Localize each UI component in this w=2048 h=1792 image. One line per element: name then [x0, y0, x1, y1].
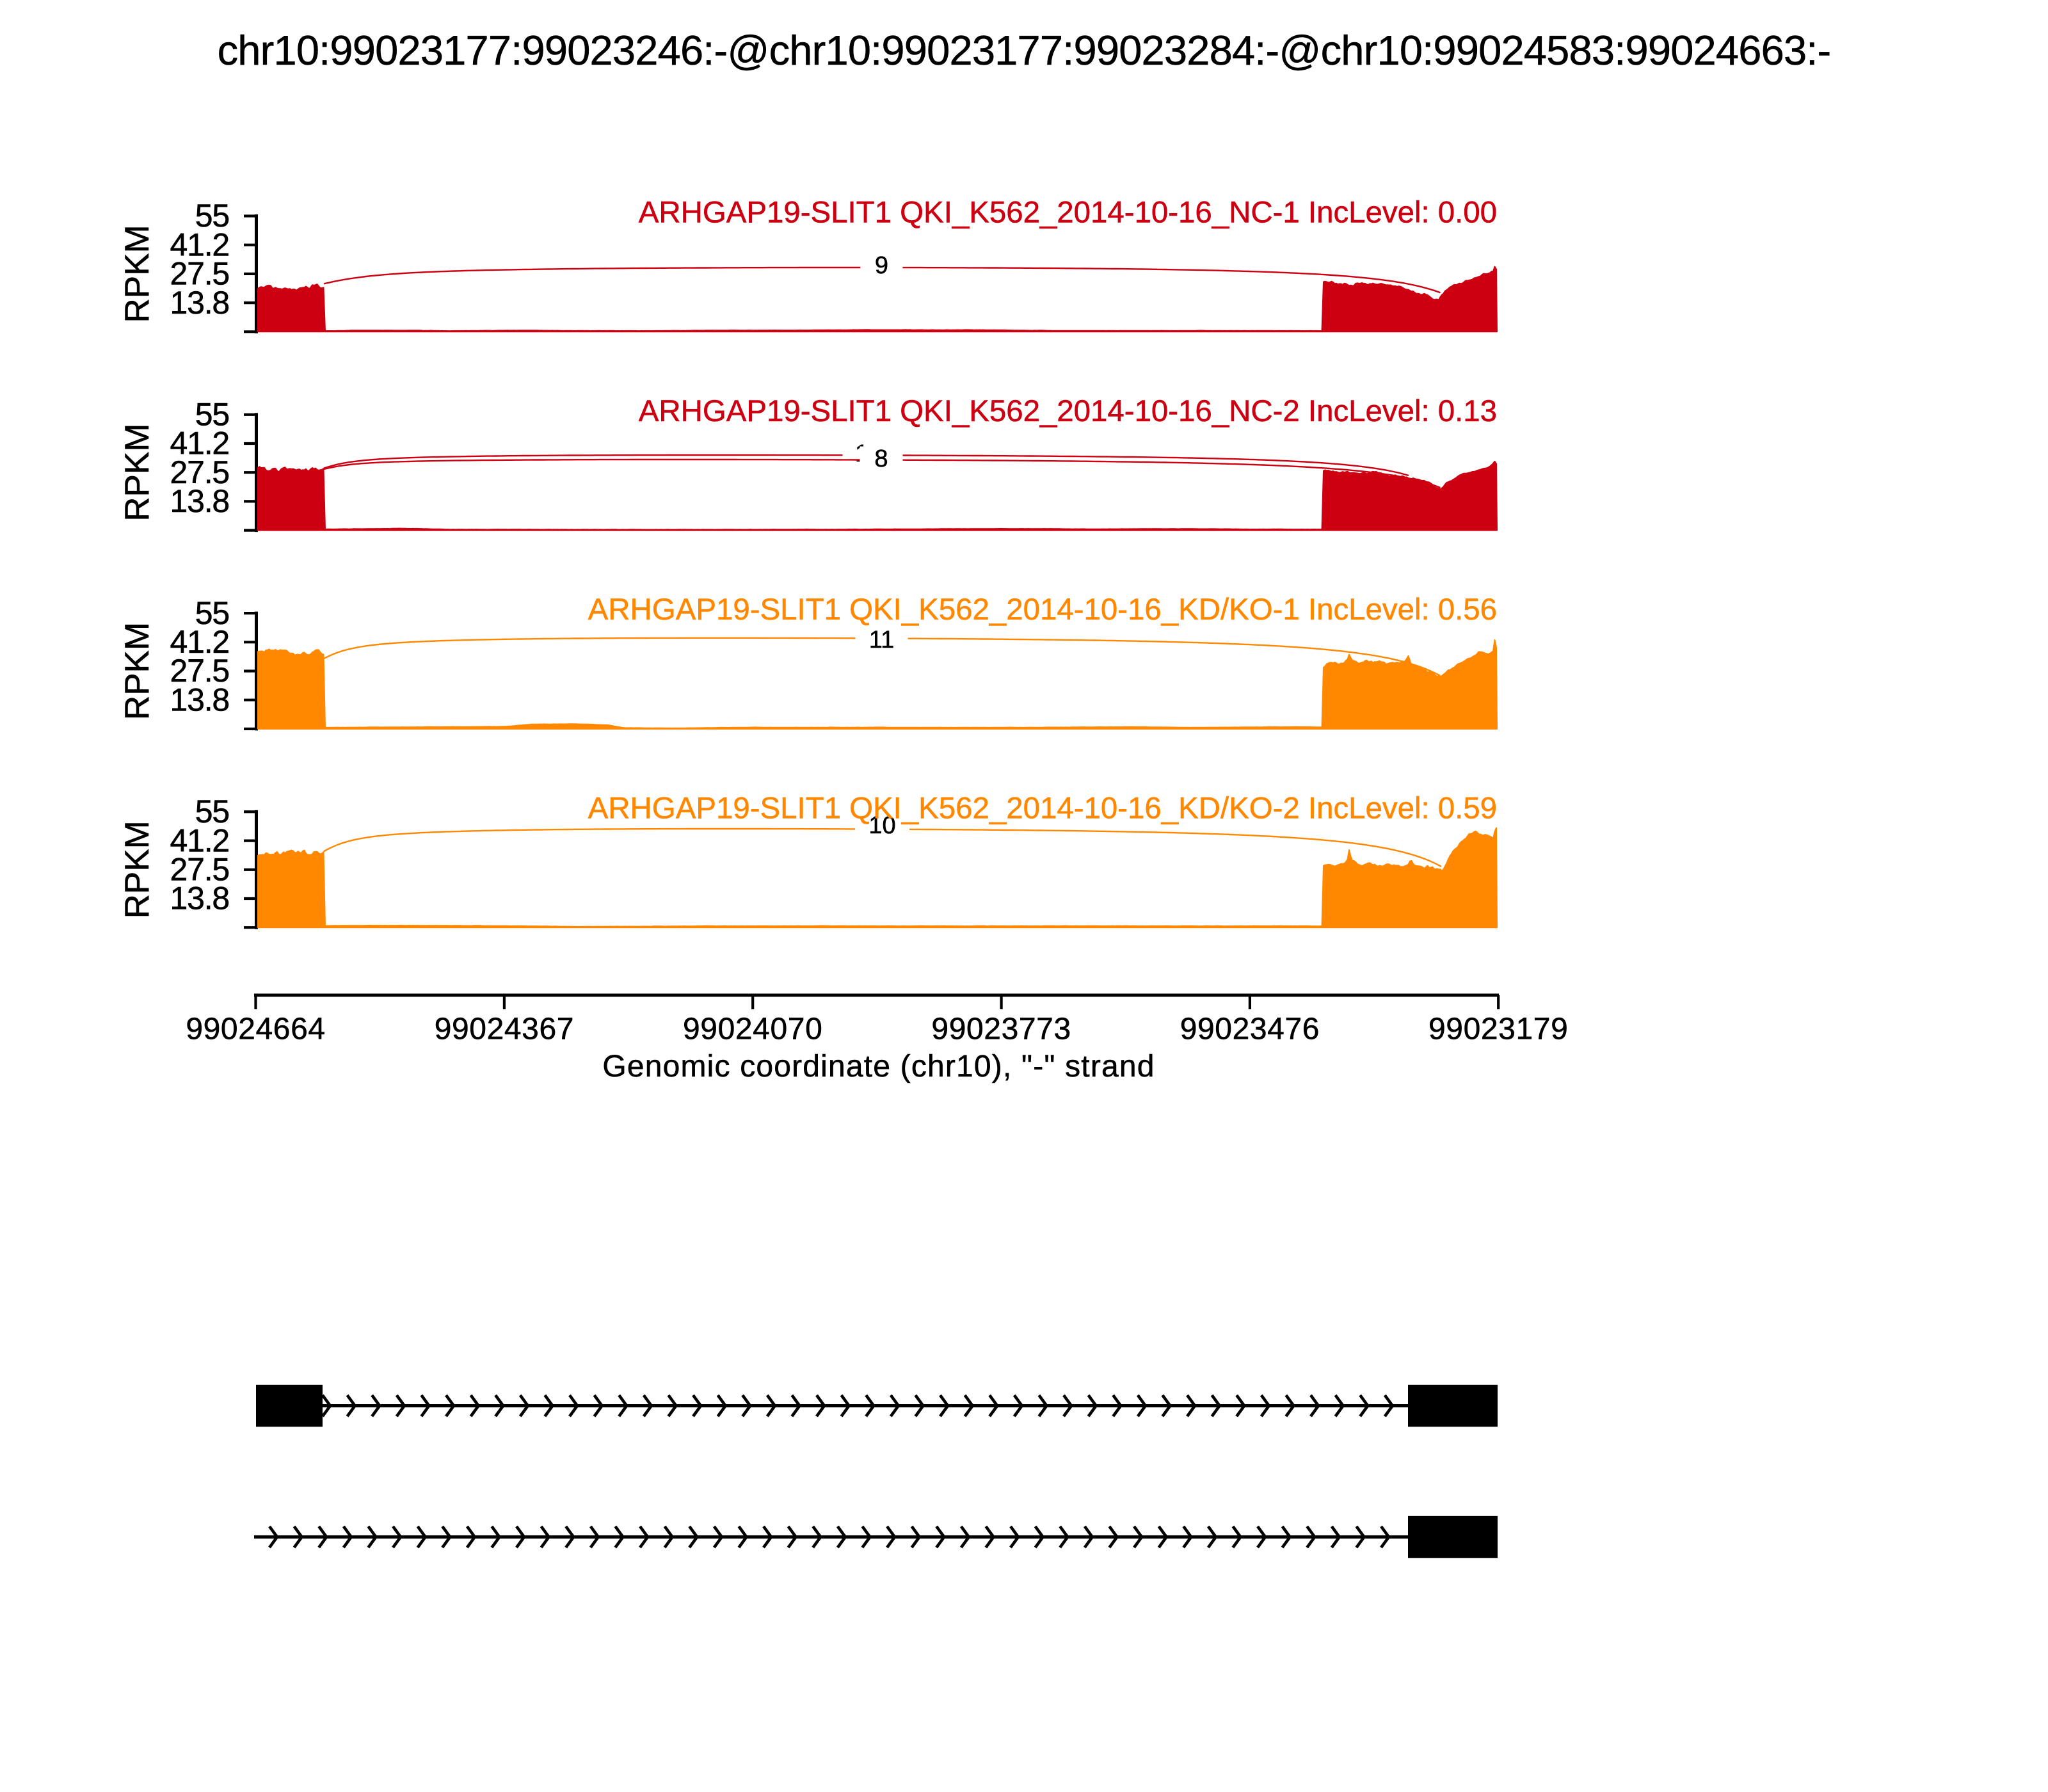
svg-text:99023179: 99023179	[1428, 1012, 1568, 1046]
svg-text:13.8: 13.8	[170, 285, 229, 321]
svg-text:27.5: 27.5	[170, 256, 229, 292]
svg-text:10: 10	[868, 812, 895, 839]
svg-text:ARHGAP19-SLIT1 QKI_K562_2014-1: ARHGAP19-SLIT1 QKI_K562_2014-10-16_NC-1 …	[639, 196, 1497, 230]
svg-text:27.5: 27.5	[170, 454, 229, 490]
svg-text:13.8: 13.8	[170, 483, 229, 519]
svg-text:11: 11	[869, 627, 894, 653]
svg-text:ARHGAP19-SLIT1 QKI_K562_2014-1: ARHGAP19-SLIT1 QKI_K562_2014-10-16_KD/KO…	[588, 791, 1497, 825]
svg-text:RPKM: RPKM	[118, 225, 156, 323]
svg-text:27.5: 27.5	[170, 852, 229, 888]
svg-text:chr10:99023177:99023246:-@chr1: chr10:99023177:99023246:-@chr10:99023177…	[218, 27, 1831, 74]
svg-text:41.2: 41.2	[170, 822, 229, 858]
svg-text:99024664: 99024664	[186, 1012, 325, 1046]
svg-text:55: 55	[195, 595, 229, 631]
svg-text:Genomic coordinate (chr10), "-: Genomic coordinate (chr10), "-" strand	[602, 1050, 1155, 1084]
svg-text:RPKM: RPKM	[118, 622, 156, 720]
svg-text:99024070: 99024070	[683, 1012, 822, 1046]
svg-text:99023476: 99023476	[1180, 1012, 1320, 1046]
svg-text:ARHGAP19-SLIT1 QKI_K562_2014-1: ARHGAP19-SLIT1 QKI_K562_2014-10-16_KD/KO…	[588, 593, 1497, 627]
svg-text:99023773: 99023773	[931, 1012, 1071, 1046]
svg-text:RPKM: RPKM	[118, 424, 156, 522]
svg-text:8: 8	[874, 445, 888, 472]
svg-text:41.2: 41.2	[170, 426, 229, 461]
svg-text:ARHGAP19-SLIT1 QKI_K562_2014-1: ARHGAP19-SLIT1 QKI_K562_2014-10-16_NC-2 …	[639, 394, 1497, 428]
svg-text:41.2: 41.2	[170, 227, 229, 262]
svg-text:55: 55	[195, 198, 229, 234]
svg-text:41.2: 41.2	[170, 624, 229, 660]
svg-text:13.8: 13.8	[170, 682, 229, 717]
svg-text:13.8: 13.8	[170, 881, 229, 916]
svg-text:RPKM: RPKM	[118, 820, 156, 918]
svg-text:27.5: 27.5	[170, 653, 229, 689]
svg-text:55: 55	[195, 794, 229, 829]
svg-text:55: 55	[195, 397, 229, 433]
svg-text:9: 9	[875, 252, 888, 279]
svg-text:99024367: 99024367	[435, 1012, 574, 1046]
